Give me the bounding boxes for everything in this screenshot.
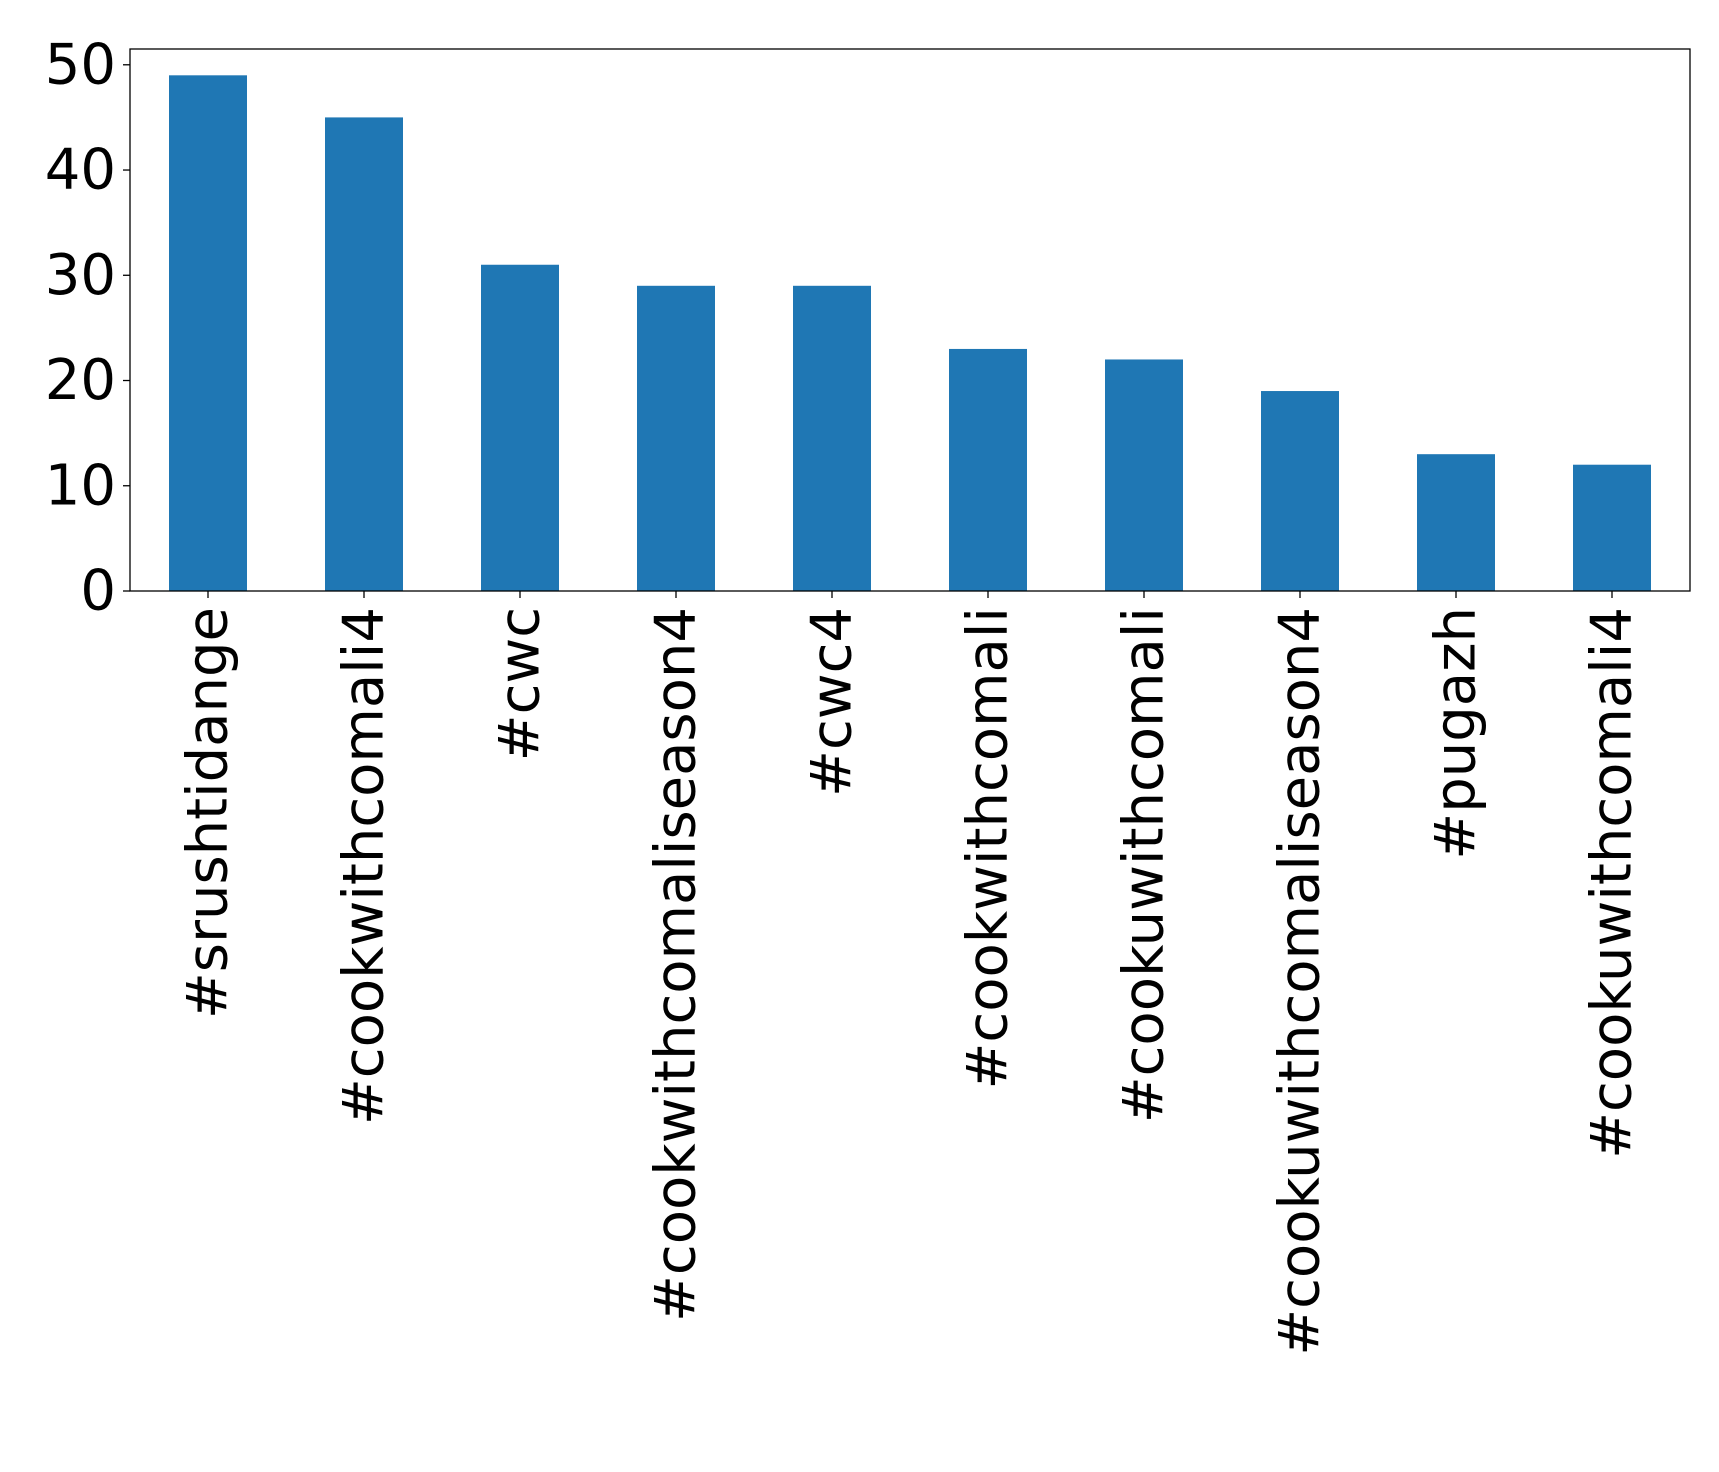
- x-tick-label: #cookwithcomaliseason4: [644, 607, 709, 1322]
- x-tick-label: #cookuwithcomali: [1112, 607, 1177, 1123]
- x-tick-label: #srushtidange: [176, 607, 241, 1019]
- bar: [637, 285, 715, 591]
- bar: [949, 348, 1027, 591]
- x-tick-label: #cwc4: [800, 607, 865, 797]
- x-axis: #srushtidange #cookwithcomali4 #cwc #cookwi…: [176, 591, 1645, 1356]
- x-tick-label: #cookwithcomali4: [332, 607, 397, 1125]
- bar: [1105, 359, 1183, 591]
- plot-frame: [129, 48, 1691, 592]
- bars-group: [169, 75, 1651, 592]
- y-axis: 0 10 20 30 40 50: [45, 32, 130, 624]
- x-tick-label: #cookwithcomali: [956, 607, 1021, 1090]
- bar: [793, 285, 871, 591]
- y-tick-label: 50: [45, 32, 116, 97]
- y-tick-label: 20: [45, 348, 116, 413]
- bar: [1261, 391, 1339, 591]
- bar: [325, 117, 403, 591]
- y-tick-label: 40: [45, 138, 116, 203]
- y-tick-label: 30: [45, 243, 116, 308]
- bar: [1417, 454, 1495, 591]
- x-tick-label: #cookuwithcomali4: [1580, 607, 1645, 1159]
- bar: [169, 75, 247, 592]
- x-tick-label: #cwc: [488, 607, 553, 761]
- x-tick-label: #pugazh: [1424, 607, 1489, 860]
- x-tick-label: #cookuwithcomaliseason4: [1268, 607, 1333, 1356]
- y-tick-label: 0: [80, 559, 116, 624]
- y-tick-label: 10: [45, 453, 116, 518]
- bar: [481, 264, 559, 591]
- bar: [1573, 464, 1651, 591]
